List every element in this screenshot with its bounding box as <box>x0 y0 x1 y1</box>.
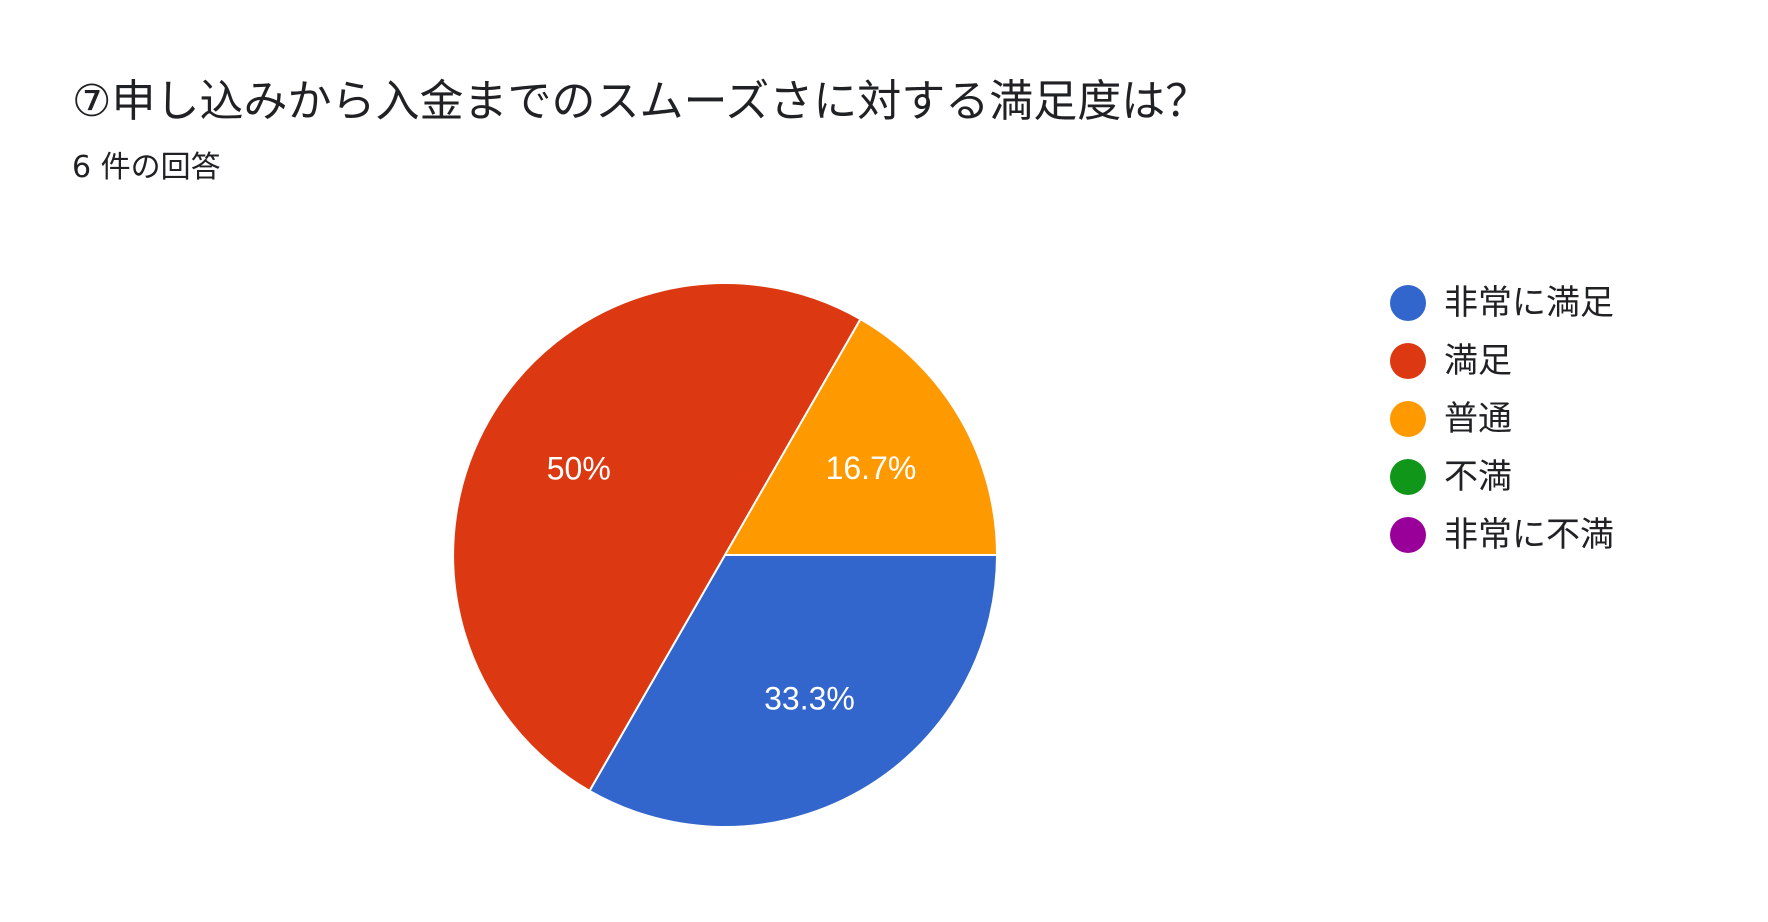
legend-item: 非常に満足 <box>1390 274 1614 332</box>
slice-label-2: 50% <box>547 450 611 486</box>
slice-label-1: 33.3% <box>764 680 855 716</box>
legend-item: 不満 <box>1390 448 1614 506</box>
legend-label: 普通 <box>1444 399 1512 439</box>
legend-swatch-icon <box>1390 459 1426 495</box>
legend-label: 満足 <box>1444 341 1512 381</box>
legend-swatch-icon <box>1390 517 1426 553</box>
legend-label: 不満 <box>1444 457 1512 497</box>
legend-label: 非常に不満 <box>1444 515 1614 555</box>
response-count: 6 件の回答 <box>72 150 221 185</box>
legend-item: 普通 <box>1390 390 1614 448</box>
pie-slice-1 <box>588 554 999 828</box>
legend-swatch-icon <box>1390 285 1426 321</box>
legend-item: 非常に不満 <box>1390 506 1614 564</box>
pie-slice-2 <box>452 282 862 793</box>
legend-item: 満足 <box>1390 332 1614 390</box>
pie-slice-3 <box>723 317 999 556</box>
legend-swatch-icon <box>1390 401 1426 437</box>
legend-swatch-icon <box>1390 343 1426 379</box>
chart-title: ⑦申し込みから入金までのスムーズさに対する満足度は？ <box>72 76 1210 127</box>
legend: 非常に満足満足普通不満非常に不満 <box>1390 274 1614 564</box>
legend-label: 非常に満足 <box>1444 283 1614 323</box>
slice-label-3: 16.7% <box>826 450 917 486</box>
